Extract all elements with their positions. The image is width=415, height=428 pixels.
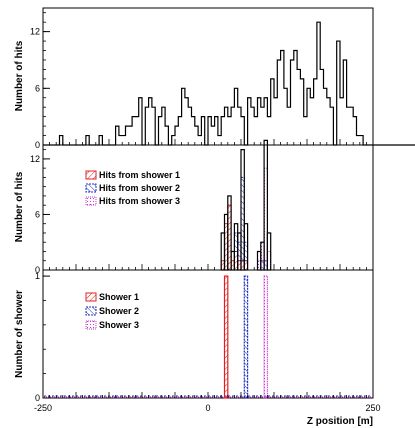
- legend-label-hits-shower-2: Hits from shower 2: [99, 183, 180, 193]
- legend-swatch-hits-shower-2: [85, 183, 97, 193]
- middle-legend: Hits from shower 1 Hits from shower 2 Hi…: [85, 170, 180, 206]
- bottom-ylabel: Number of shower: [14, 290, 25, 378]
- y-tick-label: 6: [35, 83, 40, 93]
- y-tick-label: 0: [35, 393, 40, 403]
- top-total-hits-series: [43, 21, 415, 146]
- y-tick-label: 12: [30, 154, 40, 164]
- legend-label-shower-2: Shower 2: [99, 306, 139, 316]
- legend-swatch-hits-shower-3: [85, 196, 97, 206]
- mid-bar-total-2: [227, 195, 232, 271]
- y-tick-label: 6: [35, 209, 40, 219]
- y-tick-label: 0: [35, 265, 40, 275]
- mid-bar-total-7: [243, 223, 249, 271]
- mid-bar-total-11: [266, 232, 272, 271]
- panel-bottom-frame: [42, 269, 374, 399]
- panel-middle-frame: [42, 144, 374, 271]
- y-tick-label: 0: [35, 140, 40, 150]
- y-tick-label: 1: [35, 271, 40, 281]
- bottom-legend: Shower 1 Shower 2 Shower 3: [85, 292, 139, 330]
- mid-bar-s3-10: [263, 167, 268, 262]
- legend-swatch-hits-shower-1: [85, 170, 97, 180]
- bottom-bar-s3: [263, 275, 269, 399]
- bottom-bar-s2: [243, 275, 249, 399]
- middle-histogram: [220, 139, 272, 271]
- top-ylabel: Number of hits: [14, 40, 25, 111]
- middle-ylabel: Number of hits: [14, 171, 25, 242]
- legend-swatch-shower-1: [85, 292, 97, 302]
- legend-label-shower-3: Shower 3: [99, 320, 139, 330]
- legend-swatch-shower-2: [85, 306, 97, 316]
- bottom-bar-s1: [223, 275, 229, 399]
- legend-label-shower-1: Shower 1: [99, 292, 139, 302]
- mid-bar-total-10: [263, 139, 269, 271]
- y-tick-label: 12: [30, 27, 40, 37]
- x-axis-label: Z position [m]: [307, 416, 373, 427]
- legend-label-hits-shower-1: Hits from shower 1: [99, 170, 180, 180]
- x-tick-label-right: 250: [365, 403, 380, 413]
- x-tick-label-mid: 0: [205, 403, 210, 413]
- legend-swatch-shower-3: [85, 320, 97, 330]
- mid-bar-s2-6: [240, 176, 245, 262]
- top-histogram: [43, 21, 415, 146]
- mid-bar-total-6: [240, 149, 245, 271]
- legend-label-hits-shower-3: Hits from shower 3: [99, 196, 180, 206]
- x-tick-label-left: -250: [34, 403, 52, 413]
